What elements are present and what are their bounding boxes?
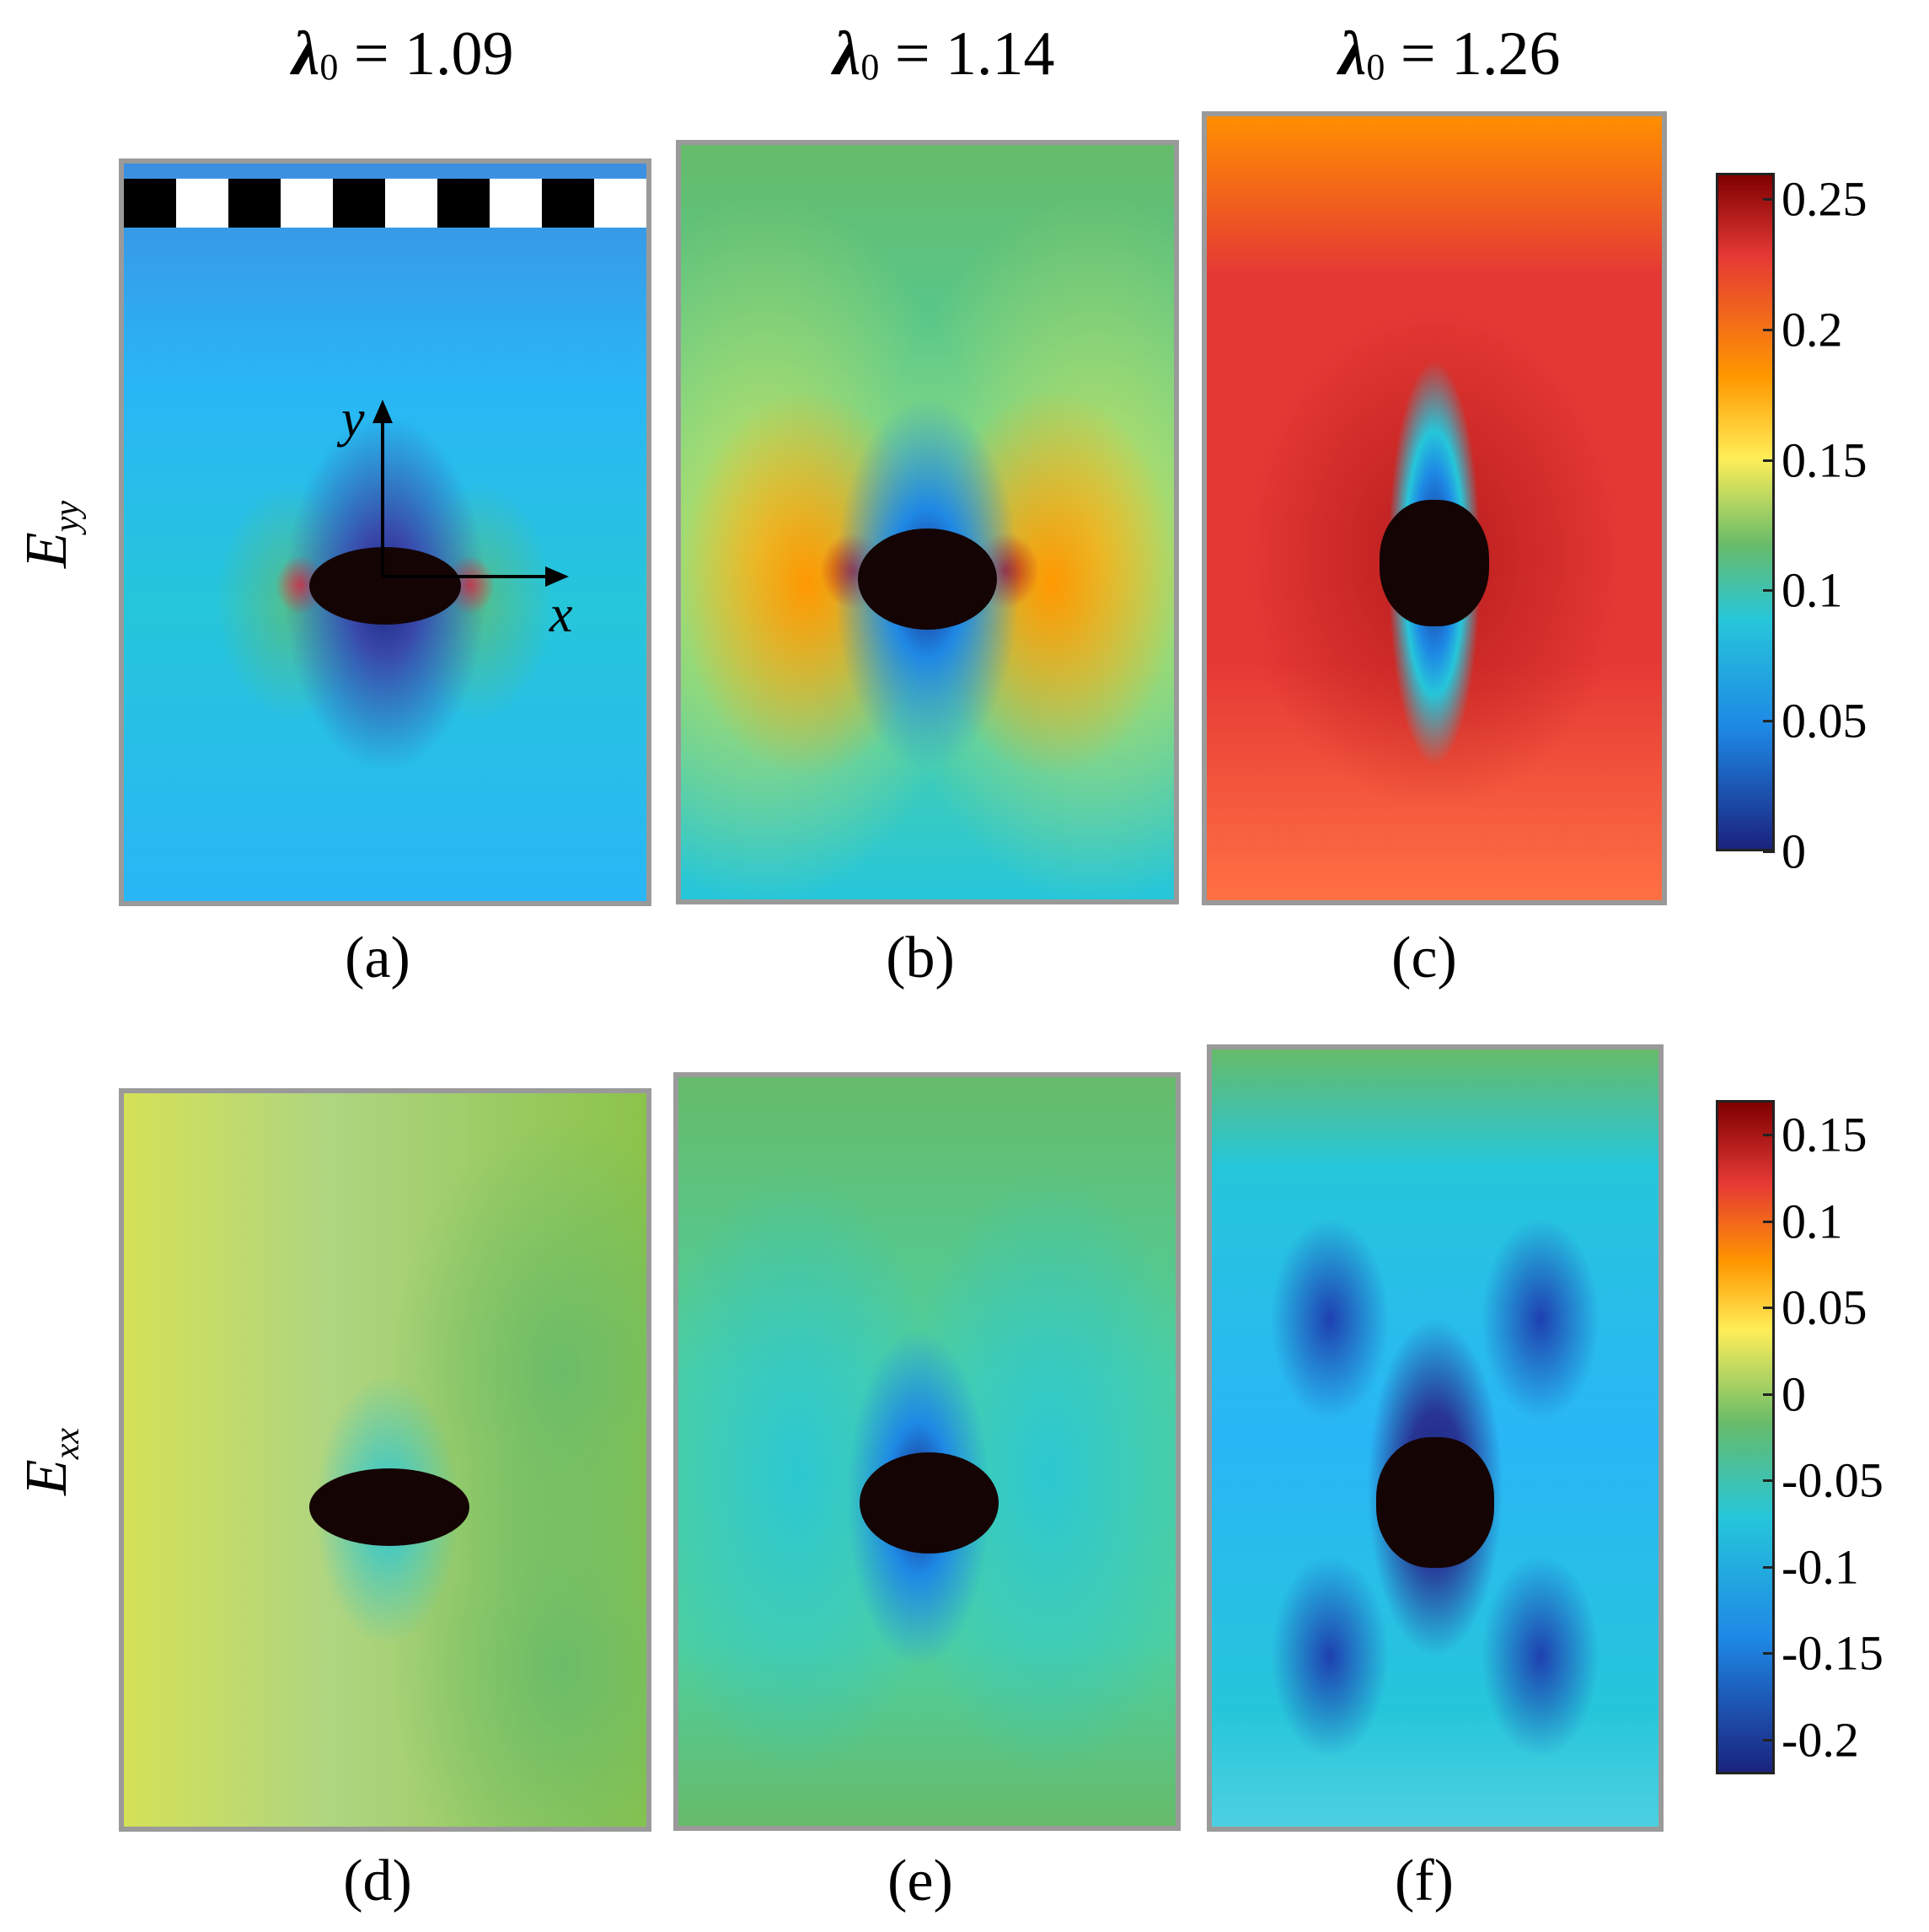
colorbar-tick — [1763, 1307, 1775, 1310]
column-title-value: = 1.09 — [353, 19, 514, 89]
row-label-eyy: Eyy — [13, 501, 88, 568]
colorbar-tick-label: -0.05 — [1782, 1452, 1883, 1508]
y-axis-label: y — [341, 390, 365, 448]
row-subscript: yy — [48, 500, 88, 533]
colorbar-tick — [1763, 1393, 1775, 1396]
colorbar-tick — [1763, 1565, 1775, 1569]
colorbar-tick — [1763, 459, 1775, 462]
panel-f-strain-map — [1212, 1049, 1658, 1827]
colorbar-tick — [1763, 1479, 1775, 1483]
row-symbol: E — [14, 532, 80, 569]
panel-label-e: (e) — [887, 1849, 953, 1913]
hole — [1380, 500, 1489, 626]
colorbar-tick — [1763, 851, 1775, 853]
panel-c-strain-map — [1207, 116, 1662, 900]
panel-label-c: (c) — [1391, 926, 1457, 990]
column-title-1: λ0 = 1.09 — [292, 19, 513, 90]
panel-label-b: (b) — [886, 926, 955, 990]
hole — [309, 1468, 469, 1546]
colorbar-tick-label: 0.15 — [1782, 432, 1867, 488]
lambda-symbol: λ — [1338, 19, 1367, 89]
row-symbol: E — [14, 1459, 80, 1496]
colorbar-tick-label: 0.1 — [1782, 1194, 1843, 1249]
scale-bar — [124, 179, 646, 228]
colorbar-tick — [1763, 1652, 1775, 1656]
colorbar-tick-label: 0.05 — [1782, 1280, 1867, 1335]
lambda-subscript: 0 — [319, 46, 339, 88]
x-arrowhead — [545, 566, 569, 587]
panel-a-strain-map: x y — [124, 164, 646, 901]
hole — [1376, 1437, 1494, 1568]
colorbar-tick-label: 0 — [1782, 1366, 1806, 1422]
lambda-symbol: λ — [292, 19, 320, 89]
coordinate-axes — [372, 400, 569, 587]
hole — [858, 529, 997, 630]
lambda-subscript: 0 — [860, 46, 880, 88]
colorbar-tick-label: -0.15 — [1782, 1625, 1883, 1681]
column-title-value: = 1.26 — [1400, 19, 1561, 89]
colorbar-eyy — [1716, 173, 1775, 851]
colorbar-tick — [1763, 328, 1775, 331]
colorbar-tick — [1763, 720, 1775, 723]
panel-label-f: (f) — [1395, 1849, 1454, 1913]
lambda-subscript: 0 — [1366, 46, 1385, 88]
colorbar-tick — [1763, 1738, 1775, 1741]
row-subscript: xx — [48, 1427, 88, 1460]
column-title-2: λ0 = 1.14 — [833, 19, 1054, 90]
colorbar-tick-label: -0.1 — [1782, 1539, 1859, 1595]
panel-e-strain-map — [678, 1077, 1176, 1826]
hole — [860, 1452, 999, 1554]
lambda-symbol: λ — [833, 19, 861, 89]
colorbar-tick-label: 0.2 — [1782, 302, 1843, 357]
column-title-3: λ0 = 1.26 — [1338, 19, 1560, 90]
panel-b-strain-map — [681, 145, 1174, 899]
colorbar-tick-label: 0 — [1782, 824, 1806, 879]
panel-label-d: (d) — [343, 1849, 412, 1913]
hole — [309, 547, 461, 625]
colorbar-exx — [1716, 1100, 1775, 1774]
colorbar-tick — [1763, 1220, 1775, 1223]
colorbar-tick-label: -0.2 — [1782, 1712, 1859, 1768]
colorbar-tick — [1763, 589, 1775, 593]
panel-label-a: (a) — [345, 926, 410, 990]
panel-d-strain-map — [124, 1093, 646, 1827]
colorbar-tick-label: 0.25 — [1782, 171, 1867, 227]
colorbar-tick-label: 0.05 — [1782, 693, 1867, 749]
y-arrowhead — [372, 400, 393, 423]
column-title-value: = 1.14 — [894, 19, 1055, 89]
row-label-exx: Exx — [13, 1428, 88, 1495]
colorbar-tick-label: 0.15 — [1782, 1107, 1867, 1162]
colorbar-tick — [1763, 1134, 1775, 1137]
colorbar-tick — [1763, 197, 1775, 201]
colorbar-tick-label: 0.1 — [1782, 562, 1843, 618]
x-axis-label: x — [549, 586, 573, 643]
